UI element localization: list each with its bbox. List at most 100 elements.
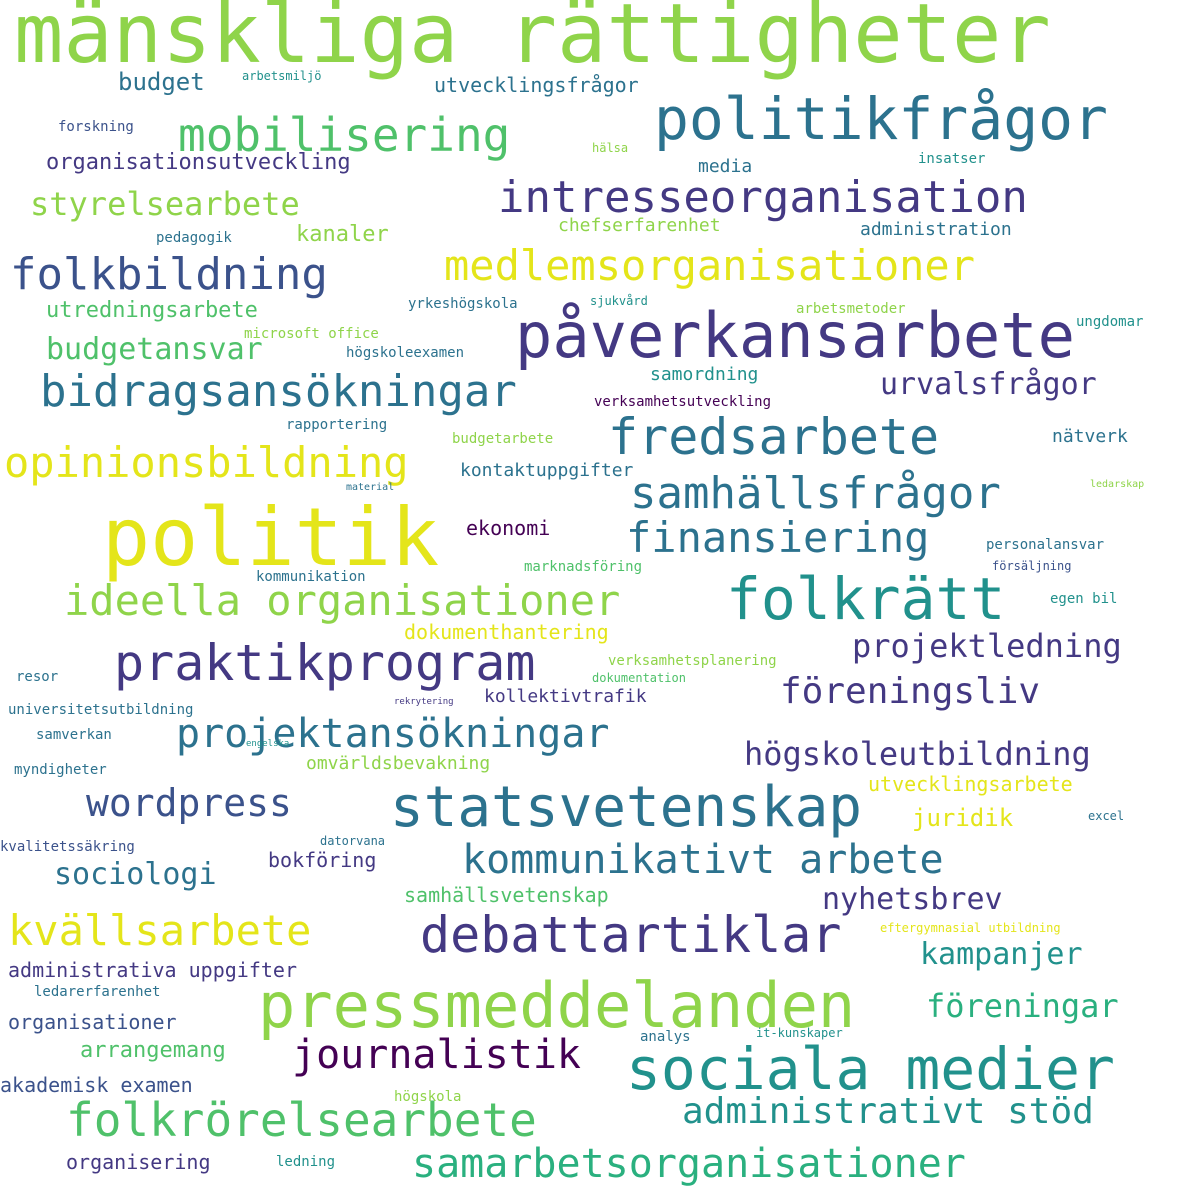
word: verksamhetsutveckling bbox=[594, 394, 772, 410]
word: akademisk examen bbox=[0, 1073, 193, 1097]
word: styrelsearbete bbox=[30, 185, 300, 223]
word: organisationsutveckling bbox=[46, 150, 351, 175]
word: forskning bbox=[58, 119, 134, 135]
word: microsoft office bbox=[244, 326, 379, 342]
word: politikfrågor bbox=[654, 85, 1108, 153]
word: dokumenthantering bbox=[404, 620, 609, 644]
word: rapportering bbox=[286, 417, 388, 433]
word: samordning bbox=[650, 364, 759, 385]
word: dokumentation bbox=[592, 671, 686, 685]
word: budget bbox=[118, 68, 205, 96]
word: administrativa uppgifter bbox=[8, 958, 297, 982]
word: budgetarbete bbox=[452, 431, 554, 447]
word: insatser bbox=[918, 151, 986, 167]
word: utvecklingsarbete bbox=[868, 772, 1073, 796]
word: högskoleutbildning bbox=[744, 735, 1091, 773]
word: kontaktuppgifter bbox=[460, 460, 634, 481]
word: samhällsfrågor bbox=[630, 468, 1001, 519]
word: marknadsföring bbox=[524, 559, 643, 575]
word: ungdomar bbox=[1076, 314, 1144, 330]
word: försäljning bbox=[992, 559, 1072, 573]
word: arbetsmiljö bbox=[242, 69, 322, 83]
word: kampanjer bbox=[920, 937, 1083, 972]
word: ledarskap bbox=[1090, 479, 1145, 490]
word: verksamhetsplanering bbox=[608, 653, 777, 669]
word: kommunikation bbox=[256, 569, 366, 585]
word: högskoleexamen bbox=[346, 345, 465, 361]
word: samhällsvetenskap bbox=[404, 883, 609, 907]
word: rekrytering bbox=[394, 697, 454, 707]
word: pedagogik bbox=[156, 230, 232, 246]
word: media bbox=[698, 156, 753, 177]
word: föreningar bbox=[926, 987, 1119, 1025]
word: administration bbox=[860, 219, 1012, 240]
word: organisering bbox=[66, 1150, 211, 1174]
word: praktikprogram bbox=[114, 634, 536, 692]
word: projektansökningar bbox=[176, 711, 610, 757]
word: debattartiklar bbox=[420, 906, 842, 964]
word: ledarerfarenhet bbox=[34, 984, 161, 1000]
word: journalistik bbox=[292, 1032, 581, 1078]
word: mänskliga rättigheter bbox=[14, 0, 1051, 82]
word: intresseorganisation bbox=[498, 172, 1028, 223]
word: bokföring bbox=[268, 848, 377, 872]
word: ekonomi bbox=[466, 516, 551, 540]
word: personalansvar bbox=[986, 537, 1105, 553]
word: yrkeshögskola bbox=[408, 296, 518, 312]
word: urvalsfrågor bbox=[880, 367, 1097, 402]
word: bidragsansökningar bbox=[40, 366, 517, 417]
word: medlemsorganisationer bbox=[444, 241, 976, 290]
word: kollektivtrafik bbox=[484, 686, 647, 707]
word: politik bbox=[102, 491, 440, 584]
word: ideella organisationer bbox=[64, 576, 621, 625]
word: arbetsmetoder bbox=[796, 301, 906, 317]
word: mobilisering bbox=[178, 108, 511, 162]
word: folkbildning bbox=[10, 249, 328, 300]
word: påverkansarbete bbox=[515, 299, 1075, 372]
word: organisationer bbox=[8, 1010, 177, 1034]
word: folkrörelsearbete bbox=[66, 1093, 537, 1147]
word: juridik bbox=[912, 804, 1014, 832]
word: kommunikativt arbete bbox=[462, 837, 944, 883]
word: universitetsutbildning bbox=[8, 702, 194, 718]
word: omvärldsbevakning bbox=[306, 753, 491, 774]
word: eftergymnasial utbildning bbox=[880, 921, 1061, 935]
word: samverkan bbox=[36, 727, 112, 743]
word: pressmeddelanden bbox=[258, 969, 856, 1042]
word: statsvetenskap bbox=[390, 775, 863, 840]
word: it-kunskaper bbox=[756, 1026, 843, 1040]
word: utvecklingsfrågor bbox=[434, 73, 639, 97]
word: arrangemang bbox=[80, 1038, 226, 1063]
word: myndigheter bbox=[14, 762, 107, 778]
word: föreningsliv bbox=[780, 671, 1041, 712]
word: kvalitetssäkring bbox=[0, 839, 135, 855]
word: chefserfarenhet bbox=[558, 215, 721, 236]
word: ledning bbox=[276, 1154, 336, 1170]
word: wordpress bbox=[86, 781, 292, 825]
word: engelska bbox=[246, 739, 290, 749]
word: sjukvård bbox=[590, 294, 648, 308]
word: fredsarbete bbox=[608, 408, 940, 466]
word: finansiering bbox=[626, 513, 930, 562]
word: nyhetsbrev bbox=[822, 882, 1003, 917]
word: högskola bbox=[394, 1089, 462, 1105]
word: datorvana bbox=[320, 834, 386, 848]
word: sociala medier bbox=[626, 1035, 1115, 1103]
word: kanaler bbox=[296, 222, 389, 247]
word: hälsa bbox=[592, 141, 629, 155]
word: projektledning bbox=[852, 627, 1122, 665]
word: excel bbox=[1088, 809, 1125, 823]
word: analys bbox=[640, 1029, 691, 1045]
word: opinionsbildning bbox=[4, 438, 409, 487]
word: sociologi bbox=[54, 857, 217, 892]
word: samarbetsorganisationer bbox=[412, 1141, 966, 1187]
word: folkrätt bbox=[726, 565, 1006, 633]
word: nätverk bbox=[1052, 426, 1128, 447]
word: material bbox=[346, 482, 395, 493]
word: kvällsarbete bbox=[8, 906, 312, 955]
word: utredningsarbete bbox=[46, 298, 258, 323]
word: budgetansvar bbox=[46, 332, 263, 367]
word: resor bbox=[16, 669, 59, 685]
word: egen bil bbox=[1050, 591, 1118, 607]
